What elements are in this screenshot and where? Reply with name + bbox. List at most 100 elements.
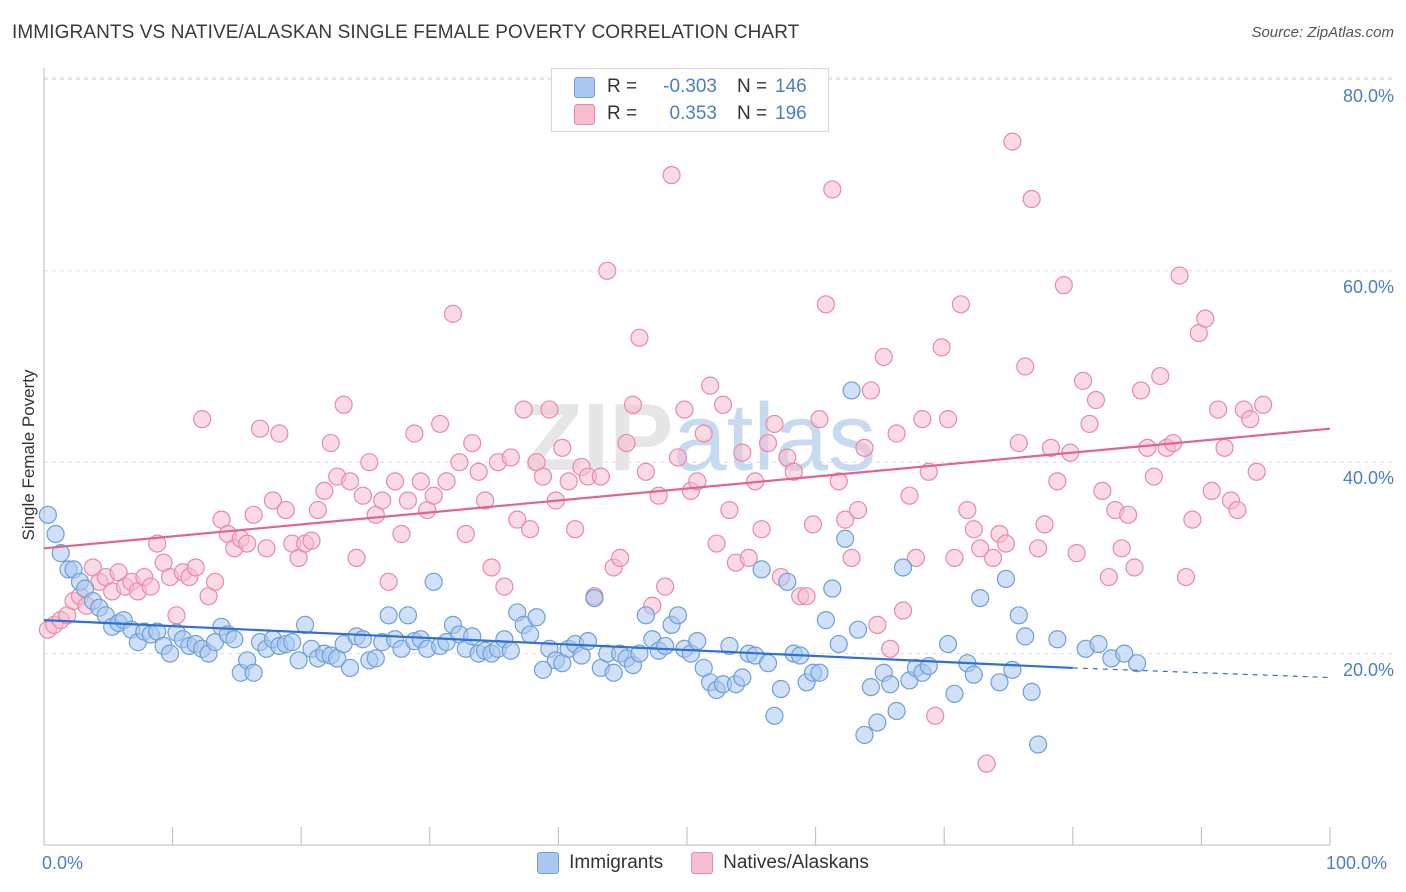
immigrants-point: [855, 725, 874, 745]
natives-point: [559, 472, 578, 491]
immigrants-point: [733, 668, 752, 687]
y-tick-label: 60.0%: [1342, 277, 1394, 297]
immigrants-point: [758, 654, 778, 673]
natives-point: [951, 295, 971, 314]
r-label: R =: [607, 103, 638, 124]
natives-point: [1016, 357, 1035, 376]
immigrants-point: [521, 625, 540, 644]
natives-point: [308, 500, 328, 520]
legend-row-natives: R = 0.353 N = 196: [574, 102, 807, 126]
natives-point: [508, 510, 527, 529]
immigrants-point: [1009, 606, 1028, 625]
legend-row-immigrants: R = -0.303 N = 146: [574, 75, 807, 99]
natives-point: [1144, 467, 1163, 486]
series-legend: Immigrants Natives/Alaskans: [0, 852, 1406, 874]
natives-point: [855, 438, 874, 457]
natives-point: [971, 539, 990, 558]
r-value: -0.303: [663, 76, 717, 97]
natives-point: [906, 548, 926, 568]
natives-point: [720, 500, 739, 520]
natives-point: [205, 572, 225, 591]
n-label: N =: [737, 103, 768, 124]
immigrants-point: [1028, 735, 1048, 754]
immigrants-point: [752, 560, 771, 579]
natives-point: [913, 410, 932, 429]
immigrants-point: [1022, 682, 1041, 701]
natives-point: [270, 424, 289, 443]
immigrants-point: [501, 641, 520, 660]
natives-point: [701, 376, 720, 395]
trend-lines: [43, 427, 1331, 679]
natives-point: [1131, 381, 1151, 400]
immigrants-point: [848, 620, 868, 639]
immigrants-point: [353, 630, 373, 649]
immigrants-point: [1127, 654, 1147, 673]
natives-point: [405, 424, 424, 443]
immigrants-point: [887, 701, 906, 721]
immigrants-point: [868, 713, 887, 732]
natives-point: [482, 558, 501, 577]
immigrants-point: [971, 588, 990, 608]
immigrants-point: [38, 505, 57, 524]
natives-point: [347, 548, 366, 568]
immigrants-point: [836, 529, 855, 548]
immigrants-point: [578, 632, 598, 651]
natives-point: [1176, 567, 1196, 587]
r-label: R =: [607, 76, 638, 97]
natives-point: [1125, 558, 1144, 577]
natives-point: [360, 453, 379, 472]
natives-point: [443, 304, 463, 323]
legend-item-immigrants[interactable]: Immigrants: [537, 852, 663, 874]
natives-point: [1093, 481, 1112, 501]
immigrants-point: [893, 558, 913, 577]
natives-point: [186, 558, 205, 577]
natives-point: [623, 395, 643, 414]
immigrants-point: [938, 634, 958, 654]
immigrants-point: [289, 651, 308, 670]
natives-point: [964, 520, 983, 539]
natives-point: [636, 462, 655, 481]
natives-point: [945, 548, 964, 568]
natives-point: [321, 433, 340, 453]
natives-point: [1028, 539, 1048, 558]
immigrants-point: [816, 611, 835, 630]
immigrants-point: [585, 588, 604, 608]
immigrants-point: [990, 673, 1009, 692]
natives-point: [816, 295, 835, 314]
legend-item-natives[interactable]: Natives/Alaskans: [691, 852, 869, 874]
immigrants-point: [945, 684, 964, 703]
natives-point: [617, 433, 636, 453]
natives-point: [938, 410, 958, 429]
immigrants-point: [720, 636, 739, 656]
natives-point: [463, 433, 482, 453]
immigrants-trend-extension: [1072, 667, 1331, 679]
natives-point: [630, 328, 649, 347]
immigrants-point: [424, 572, 443, 591]
natives-point: [141, 577, 160, 596]
immigrants-swatch: [574, 76, 595, 98]
natives-point: [353, 486, 373, 505]
natives-point: [829, 472, 848, 491]
natives-point: [334, 395, 353, 414]
natives-point: [514, 400, 533, 419]
axes: [43, 68, 1331, 846]
natives-point: [1099, 567, 1118, 587]
natives-point: [1202, 481, 1221, 501]
natives-point: [315, 481, 334, 501]
natives-point: [758, 433, 778, 453]
immigrants-point: [688, 632, 707, 651]
immigrants-point: [765, 706, 784, 725]
natives-point: [662, 166, 681, 185]
natives-point: [784, 462, 803, 481]
natives-point: [167, 606, 186, 625]
natives-point: [495, 577, 514, 596]
natives-point: [238, 534, 257, 553]
natives-point: [958, 500, 977, 520]
natives-point: [1041, 438, 1061, 457]
natives-point: [1067, 544, 1086, 563]
immigrants-point: [244, 663, 263, 682]
legend-label: Natives/Alaskans: [723, 852, 869, 873]
natives-point: [1196, 309, 1215, 328]
n-value: 196: [775, 103, 807, 124]
natives-point: [469, 462, 488, 481]
